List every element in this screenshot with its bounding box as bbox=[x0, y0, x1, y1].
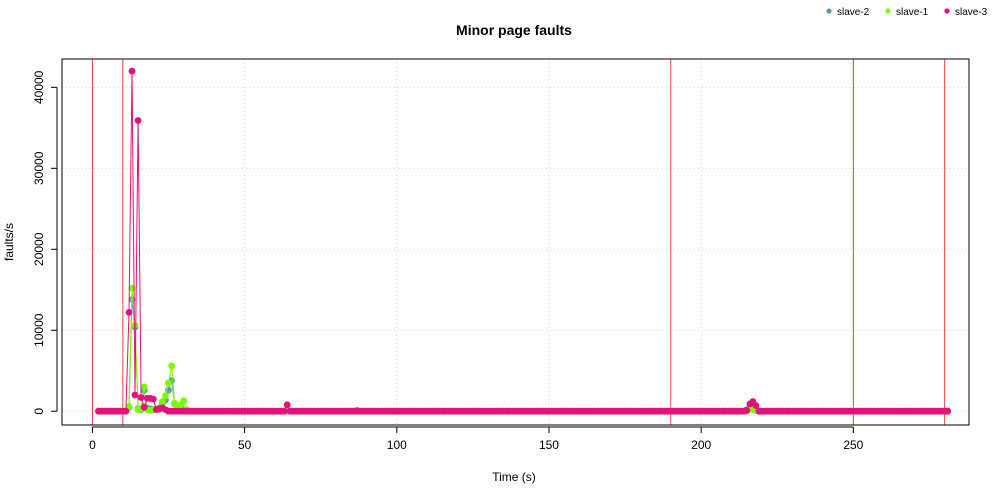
y-tick-label-2: 20000 bbox=[32, 232, 46, 266]
series-layer bbox=[95, 67, 952, 415]
legend-label-slave-1: slave-1 bbox=[896, 7, 929, 18]
legend-marker-slave-2 bbox=[826, 8, 832, 14]
y-tick-label-0: 0 bbox=[32, 408, 46, 415]
data-point-slave-1 bbox=[131, 322, 139, 329]
chart-title: Minor page faults bbox=[456, 22, 572, 38]
data-point-slave-3 bbox=[125, 309, 133, 316]
event-lines bbox=[91, 59, 946, 425]
data-point-slave-3 bbox=[140, 403, 148, 411]
x-tick-label-1: 50 bbox=[238, 438, 252, 452]
data-point-slave-1 bbox=[159, 398, 166, 405]
series-line-slave-2 bbox=[98, 299, 948, 412]
y-tick-label-1: 10000 bbox=[32, 313, 46, 347]
x-axis-label: Time (s) bbox=[492, 470, 536, 484]
y-tick-label-3: 30000 bbox=[32, 151, 46, 185]
x-tick-label-4: 200 bbox=[691, 438, 711, 452]
data-point-slave-3 bbox=[743, 407, 751, 414]
data-point-slave-3 bbox=[137, 394, 145, 401]
data-point-slave-3 bbox=[134, 117, 142, 124]
data-point-slave-1 bbox=[140, 383, 148, 391]
x-tick-label-0: 0 bbox=[89, 438, 96, 452]
data-point-slave-1 bbox=[162, 392, 169, 400]
y-axis-label: faults/s bbox=[2, 223, 16, 261]
series-slave-2 bbox=[95, 296, 952, 415]
grid bbox=[62, 59, 969, 425]
series-line-slave-1 bbox=[98, 288, 948, 412]
plot-frame bbox=[61, 58, 970, 426]
data-point-slave-1 bbox=[168, 362, 176, 370]
legend-label-slave-2: slave-2 bbox=[837, 7, 870, 18]
data-point-slave-1 bbox=[180, 397, 188, 405]
data-point-slave-3 bbox=[752, 402, 760, 409]
legend-item-slave-2: slave-2 bbox=[826, 7, 870, 18]
series-slave-1 bbox=[95, 284, 952, 415]
legend-marker-slave-3 bbox=[944, 8, 950, 14]
x-tick-label-5: 250 bbox=[843, 438, 863, 452]
x-axis: 0 50 100 150 200 250 bbox=[89, 426, 864, 452]
data-point-slave-3 bbox=[131, 391, 139, 399]
data-point-slave-3 bbox=[944, 407, 952, 415]
data-point-slave-3 bbox=[128, 67, 136, 75]
y-axis: 0 10000 20000 30000 40000 bbox=[32, 70, 58, 415]
x-tick-label-2: 100 bbox=[387, 438, 407, 452]
series-line-slave-3 bbox=[98, 71, 948, 412]
data-point-slave-3 bbox=[149, 395, 157, 403]
data-point-slave-3 bbox=[280, 407, 288, 415]
data-point-slave-3 bbox=[122, 407, 130, 415]
legend-item-slave-3: slave-3 bbox=[944, 7, 988, 18]
legend-label-slave-3: slave-3 bbox=[955, 7, 988, 18]
data-point-slave-1 bbox=[165, 379, 172, 387]
data-point-slave-3 bbox=[283, 401, 291, 409]
y-tick-label-4: 40000 bbox=[32, 70, 46, 104]
legend-item-slave-1: slave-1 bbox=[885, 7, 929, 18]
data-point-slave-1 bbox=[125, 403, 133, 410]
series-slave-3 bbox=[95, 67, 952, 415]
x-tick-label-3: 150 bbox=[539, 438, 559, 452]
legend-marker-slave-1 bbox=[885, 8, 891, 14]
legend: slave-2 slave-1 slave-3 bbox=[826, 7, 988, 18]
